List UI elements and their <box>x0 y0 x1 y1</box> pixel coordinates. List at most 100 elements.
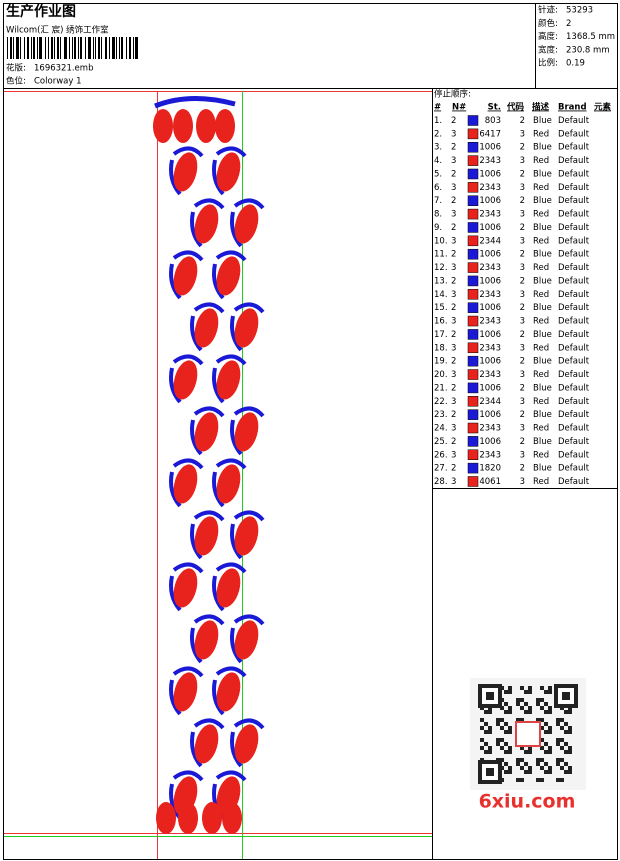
color-swatch <box>467 342 479 354</box>
cell: 3 <box>451 210 456 220</box>
bar <box>126 37 127 59</box>
qr-dot <box>544 722 548 726</box>
blue-stitch <box>169 354 204 404</box>
qr-dot <box>528 766 532 770</box>
blue-stitch <box>212 562 247 612</box>
red-fill <box>173 360 198 400</box>
blue-stitch <box>230 406 265 456</box>
red-fill <box>202 802 222 834</box>
color-swatch <box>467 329 479 340</box>
qr-dot <box>556 758 560 762</box>
bar <box>78 37 79 59</box>
cell: 1006 <box>479 276 501 286</box>
cell: Blue <box>533 196 552 206</box>
qr-dot <box>500 738 504 742</box>
cell: Red <box>533 343 549 353</box>
qr-dot <box>504 690 508 694</box>
cell: 4. <box>434 156 442 166</box>
qr-dot <box>508 710 512 714</box>
cell: Red <box>533 290 549 300</box>
bar <box>7 37 8 59</box>
bar <box>20 37 21 59</box>
blue-stitch <box>190 614 225 664</box>
column-header: N# <box>452 103 466 113</box>
info-label: 比例: <box>538 58 558 69</box>
qr-dot <box>560 766 564 770</box>
cell: 12. <box>434 263 448 273</box>
blue-stitch <box>169 458 204 508</box>
qr-dot <box>520 766 524 770</box>
qr-dot <box>564 770 568 774</box>
blue-stitch <box>230 510 265 560</box>
qr-dot <box>556 778 560 782</box>
cell: 20. <box>434 370 448 380</box>
red-fill <box>234 308 259 348</box>
qr-dot <box>528 690 532 694</box>
bar <box>48 37 49 59</box>
bar <box>72 37 73 59</box>
cell: 1006 <box>479 410 501 420</box>
cell: 26. <box>434 450 448 460</box>
cell: 2343 <box>479 424 501 434</box>
cell: Red <box>533 317 549 327</box>
blue-stitch <box>212 666 247 716</box>
cell: 1006 <box>479 303 501 313</box>
bar <box>105 37 107 59</box>
cell: 3 <box>451 156 456 166</box>
cell: 3 <box>451 183 456 193</box>
info-label: 宽度: <box>538 44 558 55</box>
cell: 3. <box>434 143 442 153</box>
qr-dot <box>548 750 552 754</box>
column-header: 代码 <box>506 102 525 113</box>
red-fill <box>234 516 259 556</box>
blue-stitch <box>230 614 265 664</box>
cell: 1006 <box>479 437 501 447</box>
color-swatch <box>467 235 479 247</box>
red-fill <box>194 724 219 764</box>
cell: 6. <box>434 183 442 193</box>
cell: 2 <box>451 250 456 260</box>
bar <box>80 37 82 59</box>
qr-dot <box>508 770 512 774</box>
qr-dot <box>488 750 492 754</box>
colorway-label: 色位: <box>6 76 26 87</box>
red-fill <box>234 204 259 244</box>
qr-dot <box>520 746 524 750</box>
qr-dot <box>540 718 544 722</box>
red-fill <box>194 204 219 244</box>
qr-dot <box>508 766 512 770</box>
blue-stitch <box>190 718 225 768</box>
cell: 11. <box>434 250 448 260</box>
cell: Default <box>558 169 590 179</box>
qr-dot <box>536 758 540 762</box>
blue-stitch <box>230 198 265 248</box>
cell: 2 <box>520 437 525 447</box>
color-swatch <box>467 396 479 407</box>
bar <box>93 37 94 59</box>
cell: 1006 <box>479 357 501 367</box>
red-fill <box>216 152 241 192</box>
cell: 3 <box>520 183 525 193</box>
qr-dot <box>548 730 552 734</box>
info-label: 针迹: <box>538 5 558 16</box>
column-header: St. <box>488 103 501 113</box>
qr-dot <box>524 710 528 714</box>
qr-dot <box>560 718 564 722</box>
column-header: 描述 <box>532 102 550 113</box>
qr-dot <box>540 738 544 742</box>
cell: 2 <box>520 169 525 179</box>
blue-stitch <box>190 406 225 456</box>
qr-dot <box>516 718 520 722</box>
design-label: 花版: <box>6 63 26 74</box>
qr-dot <box>484 730 488 734</box>
qr-dot <box>508 706 512 710</box>
cell: 6417 <box>479 129 501 139</box>
qr-dot <box>480 746 484 750</box>
color-swatch <box>467 168 479 180</box>
qr-dot <box>540 706 544 710</box>
cell: 3 <box>520 424 525 434</box>
cell: 2343 <box>479 343 501 353</box>
red-fill <box>173 256 198 296</box>
cell: Default <box>558 303 590 313</box>
cell: Red <box>533 424 549 434</box>
